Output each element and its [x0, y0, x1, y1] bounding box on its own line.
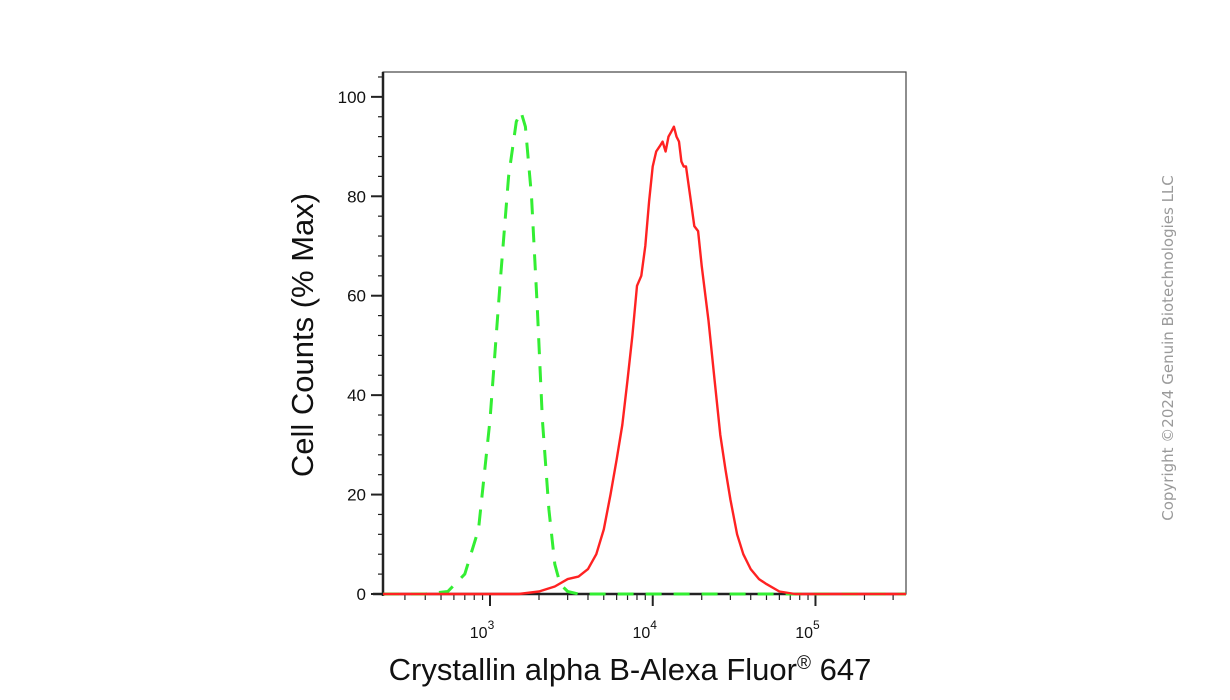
y-axis-label: Cell Counts (% Max): [285, 193, 320, 477]
series-line-2: [383, 125, 906, 596]
y-tick-label: 20: [347, 486, 366, 505]
x-tick-label: 104: [632, 618, 657, 642]
y-tick-label: 80: [347, 187, 366, 206]
y-tick-label: 60: [347, 287, 366, 306]
plot-frame: [382, 71, 907, 595]
series-line-1: [383, 110, 906, 596]
x-axis-label: Crystallin alpha B-Alexa Fluor® 647: [389, 652, 872, 687]
y-tick-label: 40: [347, 386, 366, 405]
x-tick-label: 105: [795, 618, 820, 642]
y-tick-label: 0: [357, 585, 366, 604]
x-tick-label: 103: [470, 618, 495, 642]
copyright-notice: Copyright ©2024 Genuin Biotechnologies L…: [1159, 175, 1177, 521]
axes: 0 20 40 60 80 100 103 104 105: [338, 71, 907, 642]
series-layer: [383, 110, 906, 596]
y-tick-label: 100: [338, 88, 366, 107]
